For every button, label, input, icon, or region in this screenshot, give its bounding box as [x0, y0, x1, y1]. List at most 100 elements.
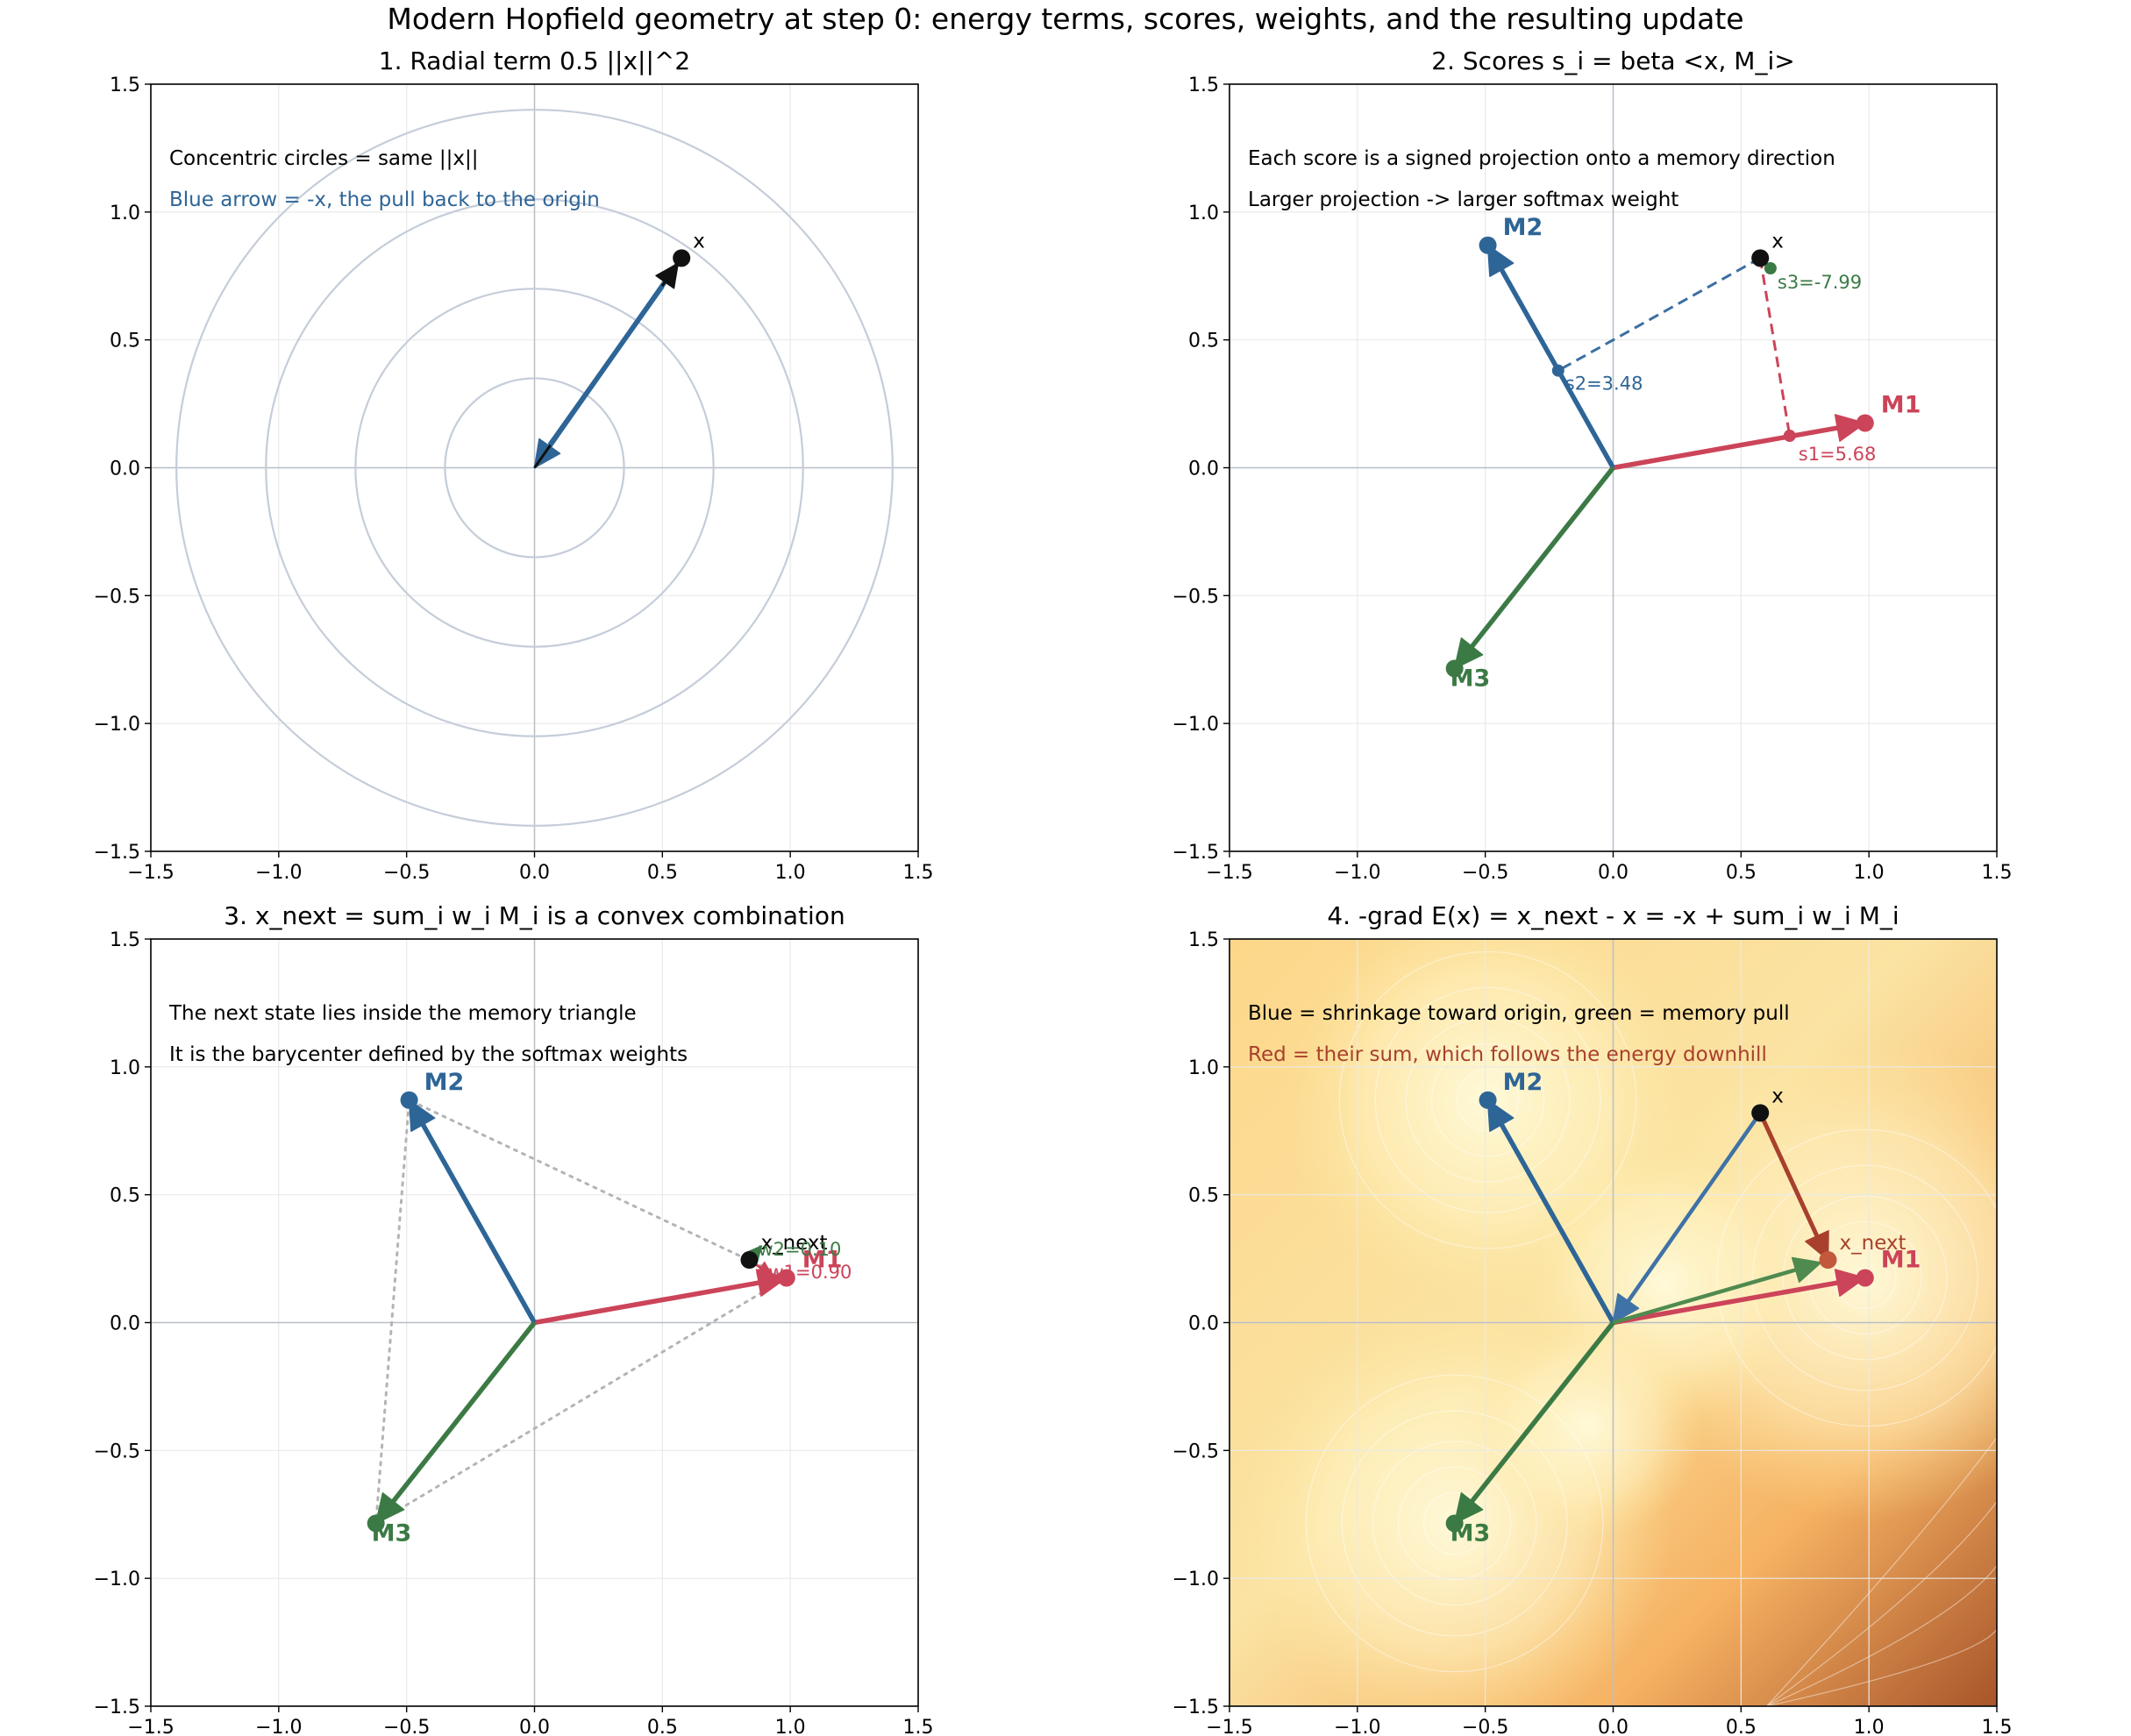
memory-arrow-m3: [1453, 1320, 1615, 1525]
y-tick-label-2: −0.5: [94, 586, 140, 608]
x-tick-label-2: −0.5: [383, 1717, 430, 1736]
contour-2-4: [1305, 1374, 1604, 1673]
weight-label-w2: w2=0.10: [759, 1239, 842, 1260]
x-tick-label-1: −1.0: [1334, 862, 1380, 884]
y-tick-label-5: 1.0: [1188, 203, 1219, 224]
memory-label-m3: M3: [372, 1519, 412, 1547]
memory-arrow-m1-shaft: [534, 1280, 759, 1326]
state-point-x: [1751, 1104, 1770, 1122]
x-tick-label-2: −0.5: [1462, 1717, 1508, 1736]
norm-circle-1: [354, 288, 715, 648]
figure-title: Modern Hopfield geometry at step 0: ener…: [387, 2, 1743, 36]
y-tick-label-2: −0.5: [1172, 1441, 1219, 1462]
sum-arrow-shaft: [1757, 1112, 1820, 1237]
memory-arrow-m3-head: [1453, 637, 1484, 670]
panel-convex-combination: 3. x_next = sum_i w_i M_i is a convex co…: [94, 901, 934, 1736]
norm-circle-3: [175, 109, 894, 827]
x-tick-label-4: 0.5: [647, 1717, 678, 1736]
memory-arrow-m3: [1453, 466, 1615, 670]
shrinkage-arrow-head: [1612, 1292, 1640, 1324]
y-tick-label-1: −1.0: [94, 714, 140, 736]
y-tick-label-5: 1.0: [110, 203, 140, 224]
annotation-line-1: Concentric circles = same ||x||: [169, 147, 479, 170]
weight-label-w1: w1=0.90: [769, 1262, 852, 1283]
memory-point-m1: [1856, 1269, 1874, 1287]
energy-contours: [1305, 950, 1997, 1706]
memory-point-m2: [400, 1091, 418, 1109]
x-tick-label-3: 0.0: [1598, 862, 1629, 884]
annotation-line-2: Larger projection -> larger softmax weig…: [1248, 189, 1678, 211]
y-tick-label-4: 0.5: [110, 331, 140, 352]
y-tick-label-0: −1.5: [1172, 1697, 1219, 1718]
memory-pull-arrow-head: [1791, 1256, 1822, 1283]
score-label-m1: s1=5.68: [1799, 444, 1877, 465]
plot-content: M1 M2 M3 s1=5.68 s2=3.48 s3=-7.99 x: [1229, 84, 1997, 851]
contour-1-1: [1430, 1042, 1545, 1157]
x-tick-label-4: 0.5: [647, 862, 678, 884]
y-tick-label-6: 1.5: [110, 929, 140, 951]
y-tick-label-2: −0.5: [1172, 586, 1219, 608]
annotation-line-2: It is the barycenter defined by the soft…: [169, 1043, 688, 1066]
plot-area: M1 M2 M3 s1=5.68 s2=3.48 s3=-7.99 x −1.5 −1.0 −0.…: [1172, 75, 2013, 884]
shrinkage-arrow-shaft: [1626, 1112, 1763, 1303]
panel-title: 4. -grad E(x) = x_next - x = -x + sum_i …: [1327, 901, 1899, 930]
y-tick-label-6: 1.5: [1188, 929, 1219, 951]
x-tick-label-5: 1.0: [1854, 1717, 1885, 1736]
memory-point-m3: [1445, 659, 1464, 678]
contour-corner-2: [1766, 1501, 1997, 1706]
score-label-m2: s2=3.48: [1565, 374, 1643, 395]
projection-foot-m3: [1764, 262, 1777, 274]
plot-content: M1 M2 M3 x x_next: [1229, 939, 1997, 1706]
annotation-line-1: The next state lies inside the memory tr…: [168, 1002, 637, 1025]
x-tick-label-1: −1.0: [1334, 1717, 1380, 1736]
sum-arrow: [1757, 1112, 1829, 1261]
axis-ticks: −1.5 −1.0 −0.5 0.0 0.5 1.0 1.5 −1.5 −1.0 −0.5 0.0 0…: [94, 75, 934, 884]
memory-pull-arrow: [1612, 1256, 1822, 1325]
contour-corner-3: [1766, 1437, 1997, 1706]
memory-arrow-m2: [1486, 1099, 1615, 1324]
contour-1-4: [1338, 950, 1637, 1249]
memory-point-m3: [367, 1514, 385, 1533]
projection-foot-m1: [1783, 430, 1796, 443]
annotation-line-1: Blue = shrinkage toward origin, green = …: [1248, 1002, 1790, 1025]
memory-label-m1: M1: [1881, 1246, 1921, 1273]
plot-area: x −1.5 −1.0 −0.5 0.0 0.5 1.0 1.5 −1.5 −1.0 −0.5 0.0…: [94, 75, 934, 884]
state-label-x-next: x_next: [1840, 1232, 1906, 1255]
x-tick-label-0: −1.5: [127, 1717, 174, 1736]
memory-pull-arrow-shaft: [1612, 1268, 1797, 1325]
memory-label-m1: M1: [1881, 391, 1921, 418]
x-tick-label-2: −0.5: [383, 862, 430, 884]
plot-content: x: [151, 84, 918, 851]
x-tick-label-6: 1.5: [1982, 862, 2013, 884]
projection-line-m2: [1557, 257, 1761, 372]
x-tick-label-5: 1.0: [775, 862, 806, 884]
memory-arrow-m2-shaft: [420, 1123, 537, 1324]
annotation-line-1: Each score is a signed projection onto a…: [1248, 147, 1835, 170]
projection-line-m1: [1758, 258, 1792, 437]
state-label-x: x: [693, 230, 705, 253]
annotation-line-2: Blue arrow = -x, the pull back to the or…: [169, 189, 600, 211]
x-tick-label-6: 1.5: [1982, 1717, 2013, 1736]
x-tick-label-4: 0.5: [1726, 862, 1757, 884]
memory-arrow-m1-shaft: [1613, 425, 1838, 471]
x-tick-label-1: −1.0: [255, 1717, 302, 1736]
x-tick-label-0: −1.5: [1206, 1717, 1252, 1736]
memory-arrow-m3-head: [1453, 1492, 1484, 1525]
contour-0-3: [1751, 1164, 1978, 1391]
y-tick-label-4: 0.5: [110, 1185, 140, 1207]
state-label-x: x: [1771, 230, 1784, 253]
x-tick-label-1: −1.0: [255, 862, 302, 884]
y-tick-label-3: 0.0: [110, 1313, 140, 1335]
x-tick-label-5: 1.0: [1854, 862, 1885, 884]
contour-2-3: [1341, 1410, 1568, 1637]
y-tick-label-3: 0.0: [1188, 459, 1219, 480]
memory-arrow-m2: [408, 1099, 537, 1324]
memory-arrow-m2: [1486, 245, 1615, 469]
memory-label-m3: M3: [1450, 1519, 1491, 1547]
memory-point-m1: [1856, 414, 1874, 432]
pull-arrow-body: [547, 284, 665, 446]
